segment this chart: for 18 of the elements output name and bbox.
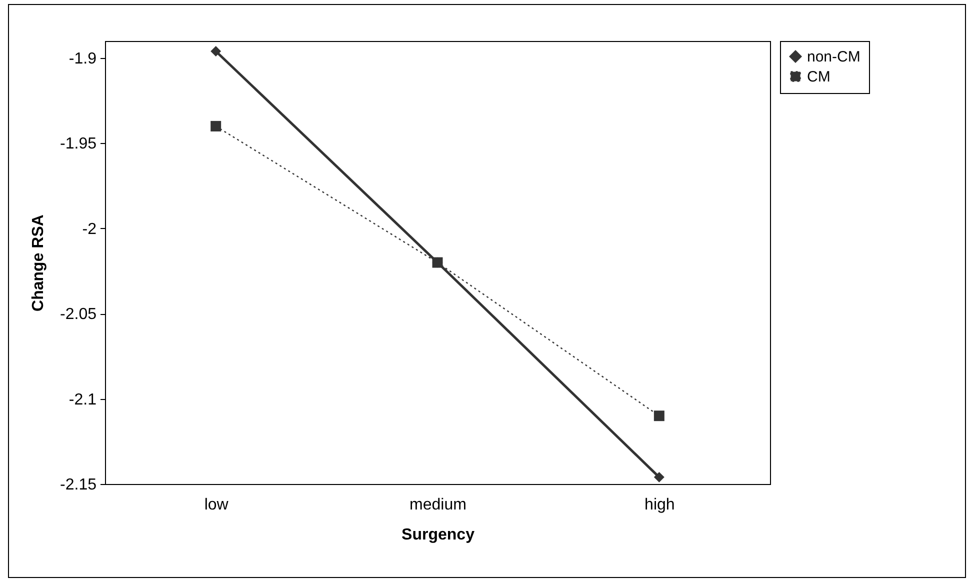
- x-tick-label: low: [204, 496, 229, 514]
- y-tick-label: -2.15: [60, 476, 97, 494]
- point: [654, 472, 664, 482]
- y-axis-title: Change RSA: [30, 214, 48, 312]
- point: [210, 46, 222, 56]
- point: [210, 120, 222, 132]
- y-tick-label: -2.05: [60, 306, 97, 324]
- x-tick-label: medium: [410, 496, 466, 514]
- x-axis-title: Surgency: [402, 526, 475, 544]
- y-tick-label: -1.9: [68, 50, 97, 68]
- point: [432, 257, 443, 268]
- x-tick-label: high: [644, 496, 675, 514]
- legend-label: non-CM: [807, 48, 860, 66]
- point: [654, 410, 664, 422]
- legend-label: CM: [807, 68, 830, 86]
- y-tick-label: -2: [82, 220, 97, 238]
- y-tick-label: -1.95: [60, 136, 97, 153]
- y-tick-label: -2.1: [68, 391, 97, 408]
